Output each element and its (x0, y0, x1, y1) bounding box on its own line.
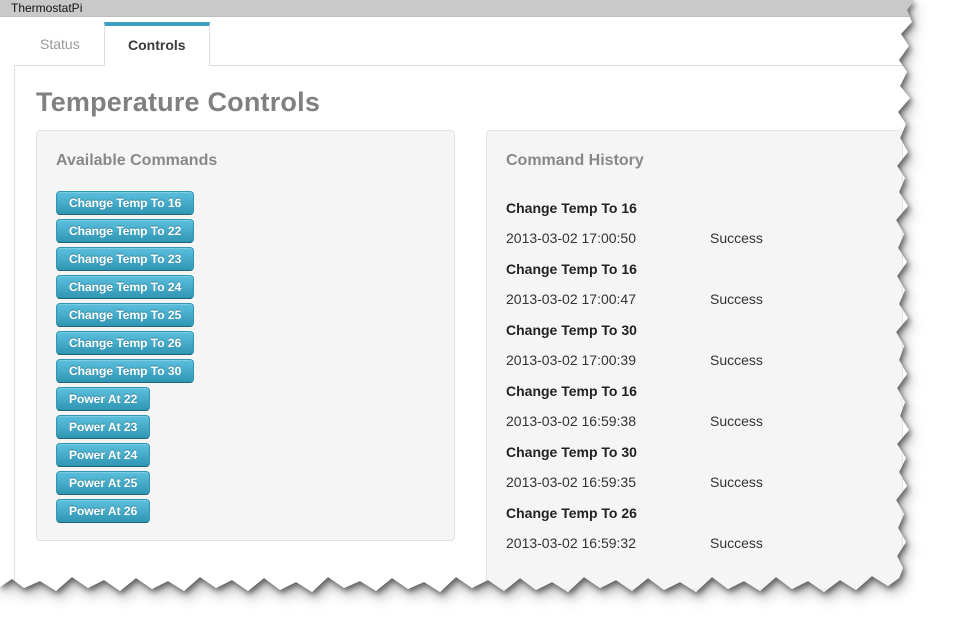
command-button[interactable]: Change Temp To 16 (56, 191, 195, 215)
history-command-name: Change Temp To 16 (506, 200, 637, 216)
tab-status[interactable]: Status (40, 36, 80, 52)
history-entry: Change Temp To 26 2013-03-02 16:59:32 Su… (506, 505, 883, 551)
command-history-panel: Command History Change Temp To 16 2013-0… (486, 130, 903, 590)
history-command-name: Change Temp To 30 (506, 444, 637, 460)
history-timestamp: 2013-03-02 17:00:39 (506, 352, 636, 368)
history-status: Success (710, 352, 763, 368)
available-commands-panel: Available Commands Change Temp To 16 Cha… (36, 130, 455, 541)
command-button-list: Change Temp To 16 Change Temp To 22 Chan… (56, 191, 435, 523)
history-timestamp: 2013-03-02 16:59:32 (506, 535, 636, 551)
command-button[interactable]: Change Temp To 30 (56, 359, 195, 383)
window-titlebar: ThermostatPi (0, 0, 914, 17)
history-status: Success (710, 230, 763, 246)
history-timestamp: 2013-03-02 16:59:38 (506, 413, 636, 429)
command-history-list: Change Temp To 16 2013-03-02 17:00:50 Su… (506, 200, 883, 551)
history-entry-row: 2013-03-02 16:59:35 Success (506, 474, 883, 490)
history-entry: Change Temp To 16 2013-03-02 16:59:38 Su… (506, 383, 883, 429)
command-button[interactable]: Change Temp To 25 (56, 303, 195, 327)
history-command-name: Change Temp To 30 (506, 322, 637, 338)
available-commands-heading: Available Commands (56, 152, 218, 169)
tab-controls[interactable]: Controls (104, 22, 210, 66)
command-button[interactable]: Power At 24 (56, 443, 151, 467)
command-button[interactable]: Power At 23 (56, 415, 151, 439)
history-entry: Change Temp To 30 2013-03-02 17:00:39 Su… (506, 322, 883, 368)
history-entry-row: 2013-03-02 16:59:38 Success (506, 413, 883, 429)
history-entry-row: 2013-03-02 17:00:39 Success (506, 352, 883, 368)
command-button[interactable]: Change Temp To 22 (56, 219, 195, 243)
command-button[interactable]: Power At 25 (56, 471, 151, 495)
panels-row: Available Commands Change Temp To 16 Cha… (36, 130, 914, 590)
history-status: Success (710, 535, 763, 551)
history-status: Success (710, 291, 763, 307)
history-status: Success (710, 413, 763, 429)
page-title: Temperature Controls (36, 87, 321, 117)
history-entry: Change Temp To 16 2013-03-02 17:00:50 Su… (506, 200, 883, 246)
history-command-name: Change Temp To 16 (506, 383, 637, 399)
history-timestamp: 2013-03-02 17:00:50 (506, 230, 636, 246)
history-entry-row: 2013-03-02 17:00:50 Success (506, 230, 883, 246)
command-button[interactable]: Change Temp To 24 (56, 275, 195, 299)
history-timestamp: 2013-03-02 17:00:47 (506, 291, 636, 307)
history-command-name: Change Temp To 26 (506, 505, 637, 521)
history-timestamp: 2013-03-02 16:59:35 (506, 474, 636, 490)
history-entry: Change Temp To 16 2013-03-02 17:00:47 Su… (506, 261, 883, 307)
history-entry: Change Temp To 30 2013-03-02 16:59:35 Su… (506, 444, 883, 490)
app-title: ThermostatPi (11, 1, 83, 15)
history-entry-row: 2013-03-02 17:00:47 Success (506, 291, 883, 307)
command-button[interactable]: Change Temp To 26 (56, 331, 195, 355)
history-status: Success (710, 474, 763, 490)
controls-tab-pane: Temperature Controls Available Commands … (14, 65, 914, 592)
command-button[interactable]: Change Temp To 23 (56, 247, 195, 271)
command-button[interactable]: Power At 22 (56, 387, 151, 411)
history-entry-row: 2013-03-02 16:59:32 Success (506, 535, 883, 551)
command-button[interactable]: Power At 26 (56, 499, 151, 523)
command-history-heading: Command History (506, 152, 644, 169)
history-command-name: Change Temp To 16 (506, 261, 637, 277)
